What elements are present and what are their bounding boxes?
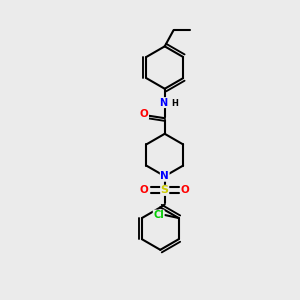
- Text: Cl: Cl: [153, 210, 164, 220]
- Text: N: N: [160, 171, 169, 181]
- Text: S: S: [161, 185, 169, 195]
- Text: N: N: [159, 98, 167, 108]
- Text: O: O: [181, 185, 190, 195]
- Text: H: H: [171, 99, 178, 108]
- Text: O: O: [140, 110, 148, 119]
- Text: O: O: [140, 185, 148, 195]
